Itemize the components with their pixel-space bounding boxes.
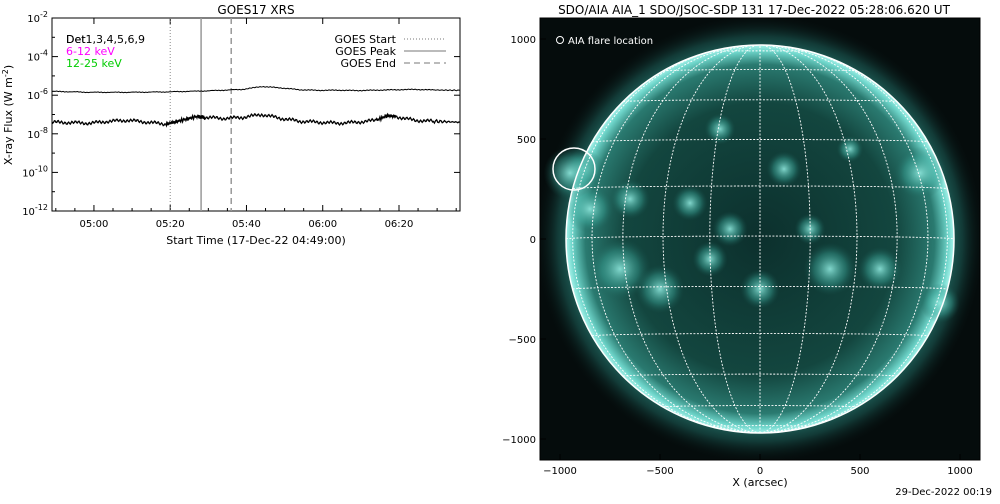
aia-x-tick-label: −1000: [543, 466, 577, 477]
goes-x-tick-label: 06:00: [308, 219, 337, 230]
aia-x-tick-label: 1000: [947, 466, 972, 477]
active-region: [858, 247, 902, 291]
goes-event-markers: [169, 18, 232, 211]
grid-line: [759, 44, 858, 434]
grid-line: [759, 44, 929, 434]
active-region: [920, 283, 960, 323]
goes-x-axis: 05:00 05:20 05:40 06:00 06:20: [55, 18, 457, 230]
active-region: [836, 135, 864, 163]
grid-line: [759, 45, 948, 434]
goes-y-tick-label: 10-8: [27, 126, 48, 141]
goes-marker-legend: GOES Start GOES Peak GOES End: [335, 33, 446, 70]
legend-goes-peak: GOES Peak: [335, 45, 396, 58]
active-region: [610, 179, 650, 219]
grid-line: [662, 44, 761, 434]
active-region: [672, 185, 708, 221]
active-region: [893, 146, 947, 200]
goes-series-upper: [52, 86, 460, 94]
aia-y-tick-label: −1000: [502, 435, 536, 446]
aia-y-tick-label: −500: [509, 335, 536, 346]
aia-y-axis: 1000 500 0 −500 −1000: [502, 35, 546, 446]
aia-image-panel: SDO/AIA AIA_1 SDO/JSOC-SDP 131 17-Dec-20…: [502, 3, 981, 489]
aia-image-title: SDO/AIA AIA_1 SDO/JSOC-SDP 131 17-Dec-20…: [558, 3, 951, 17]
goes-x-tick-label: 05:20: [156, 219, 185, 230]
detector-legend: Det Det1,3,4,5,6,9 6-12 keV 12-25 keV: [66, 33, 145, 70]
aia-x-tick-label: 0: [757, 466, 763, 477]
goes-chart-title: GOES17 XRS: [217, 3, 294, 17]
flare-legend-label: AIA flare location: [568, 36, 653, 47]
goes-series-lines: [52, 86, 460, 128]
goes-y-tick-label: 10-4: [27, 49, 48, 64]
goes-y-tick-label: 10-12: [22, 203, 48, 218]
active-region: [704, 113, 736, 145]
goes-xrs-chart: GOES17 XRS 10-2 10-4 10-6 10-8 10-10 10-12 05…: [1, 3, 461, 247]
energy-band-12-25: 12-25 keV: [66, 57, 122, 70]
grid-line: [622, 373, 898, 377]
active-region: [766, 151, 802, 187]
goes-y-tick-label: 10-2: [27, 10, 48, 25]
goes-series-lower: [52, 112, 460, 128]
goes-x-tick-label: 05:40: [232, 219, 261, 230]
grid-line: [759, 44, 811, 434]
detector-label-overlay: Det1,3,4,5,6,9: [66, 33, 145, 46]
heliographic-grid: [565, 44, 955, 434]
goes-y-tick-label: 10-6: [27, 87, 48, 102]
grid-line: [592, 139, 928, 143]
grid-line: [709, 44, 761, 434]
goes-y-axis-label: X-ray Flux (W m-2): [1, 65, 15, 165]
legend-goes-start: GOES Start: [335, 33, 397, 46]
flare-legend: AIA flare location: [556, 36, 653, 47]
aia-x-axis-label: X (arcsec): [732, 476, 787, 489]
grid-line: [572, 45, 761, 434]
active-region: [692, 241, 728, 277]
aia-x-tick-label: −500: [646, 466, 673, 477]
aia-y-tick-label: 0: [530, 235, 536, 246]
grid-line: [591, 44, 761, 434]
aia-y-tick-label: 1000: [511, 35, 536, 46]
active-region: [635, 264, 685, 314]
solar-limb: [565, 44, 955, 434]
flare-location-circle: [552, 147, 596, 191]
active-region: [712, 211, 748, 247]
footer-timestamp: 29-Dec-2022 00:19: [895, 487, 992, 498]
legend-goes-end: GOES End: [340, 57, 396, 70]
active-regions: [543, 113, 960, 323]
grid-line: [759, 44, 898, 434]
goes-y-axis: 10-2 10-4 10-6 10-8 10-10 10-12: [22, 10, 460, 218]
active-region: [803, 242, 857, 296]
goes-y-tick-label: 10-10: [22, 164, 48, 179]
energy-band-6-12: 6-12 keV: [66, 45, 115, 58]
aia-x-tick-label: 500: [850, 466, 869, 477]
grid-line: [663, 69, 857, 72]
grid-line: [572, 185, 948, 190]
goes-x-tick-label: 06:20: [385, 219, 414, 230]
detector-label: Det: [66, 33, 86, 46]
flare-legend-icon: [556, 36, 564, 44]
active-region: [589, 238, 651, 300]
goes-x-tick-label: 05:00: [80, 219, 109, 230]
grid-line: [622, 44, 761, 434]
goes-x-axis-label: Start Time (17-Dec-22 04:49:00): [166, 234, 346, 247]
aia-x-axis: −1000 −500 0 500 1000: [543, 454, 973, 477]
aia-y-tick-label: 500: [517, 135, 536, 146]
